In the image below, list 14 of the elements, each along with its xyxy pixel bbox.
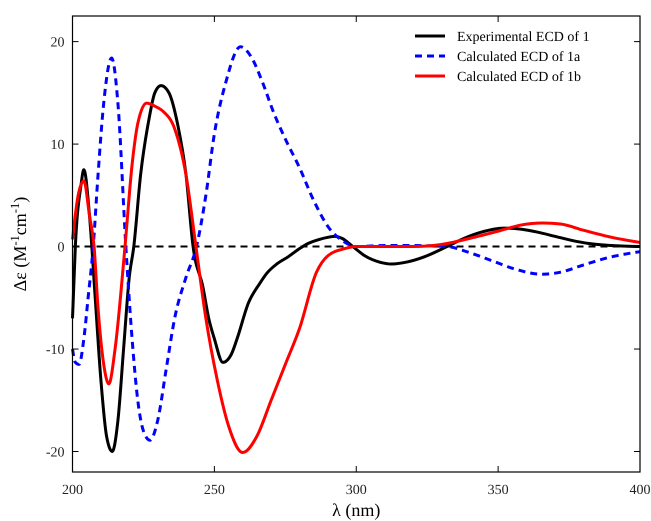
x-tick-label: 200 <box>62 483 83 498</box>
x-tick-label: 400 <box>630 483 650 498</box>
legend-label: Calculated ECD of 1a <box>457 50 582 65</box>
y-tick-label: 20 <box>50 36 64 51</box>
x-tick-label: 300 <box>346 483 367 498</box>
x-tick-label: 250 <box>204 483 225 498</box>
legend-label: Calculated ECD of 1b <box>457 70 582 85</box>
y-tick-label: -10 <box>46 343 64 358</box>
y-tick-label: 0 <box>58 240 64 256</box>
y-tick-label: -20 <box>46 446 64 461</box>
y-tick-label: 10 <box>50 138 64 154</box>
x-tick-label: 350 <box>488 483 509 498</box>
x-axis-title: λ (nm) <box>332 500 380 520</box>
legend-label: Experimental ECD of 1 <box>457 30 590 45</box>
